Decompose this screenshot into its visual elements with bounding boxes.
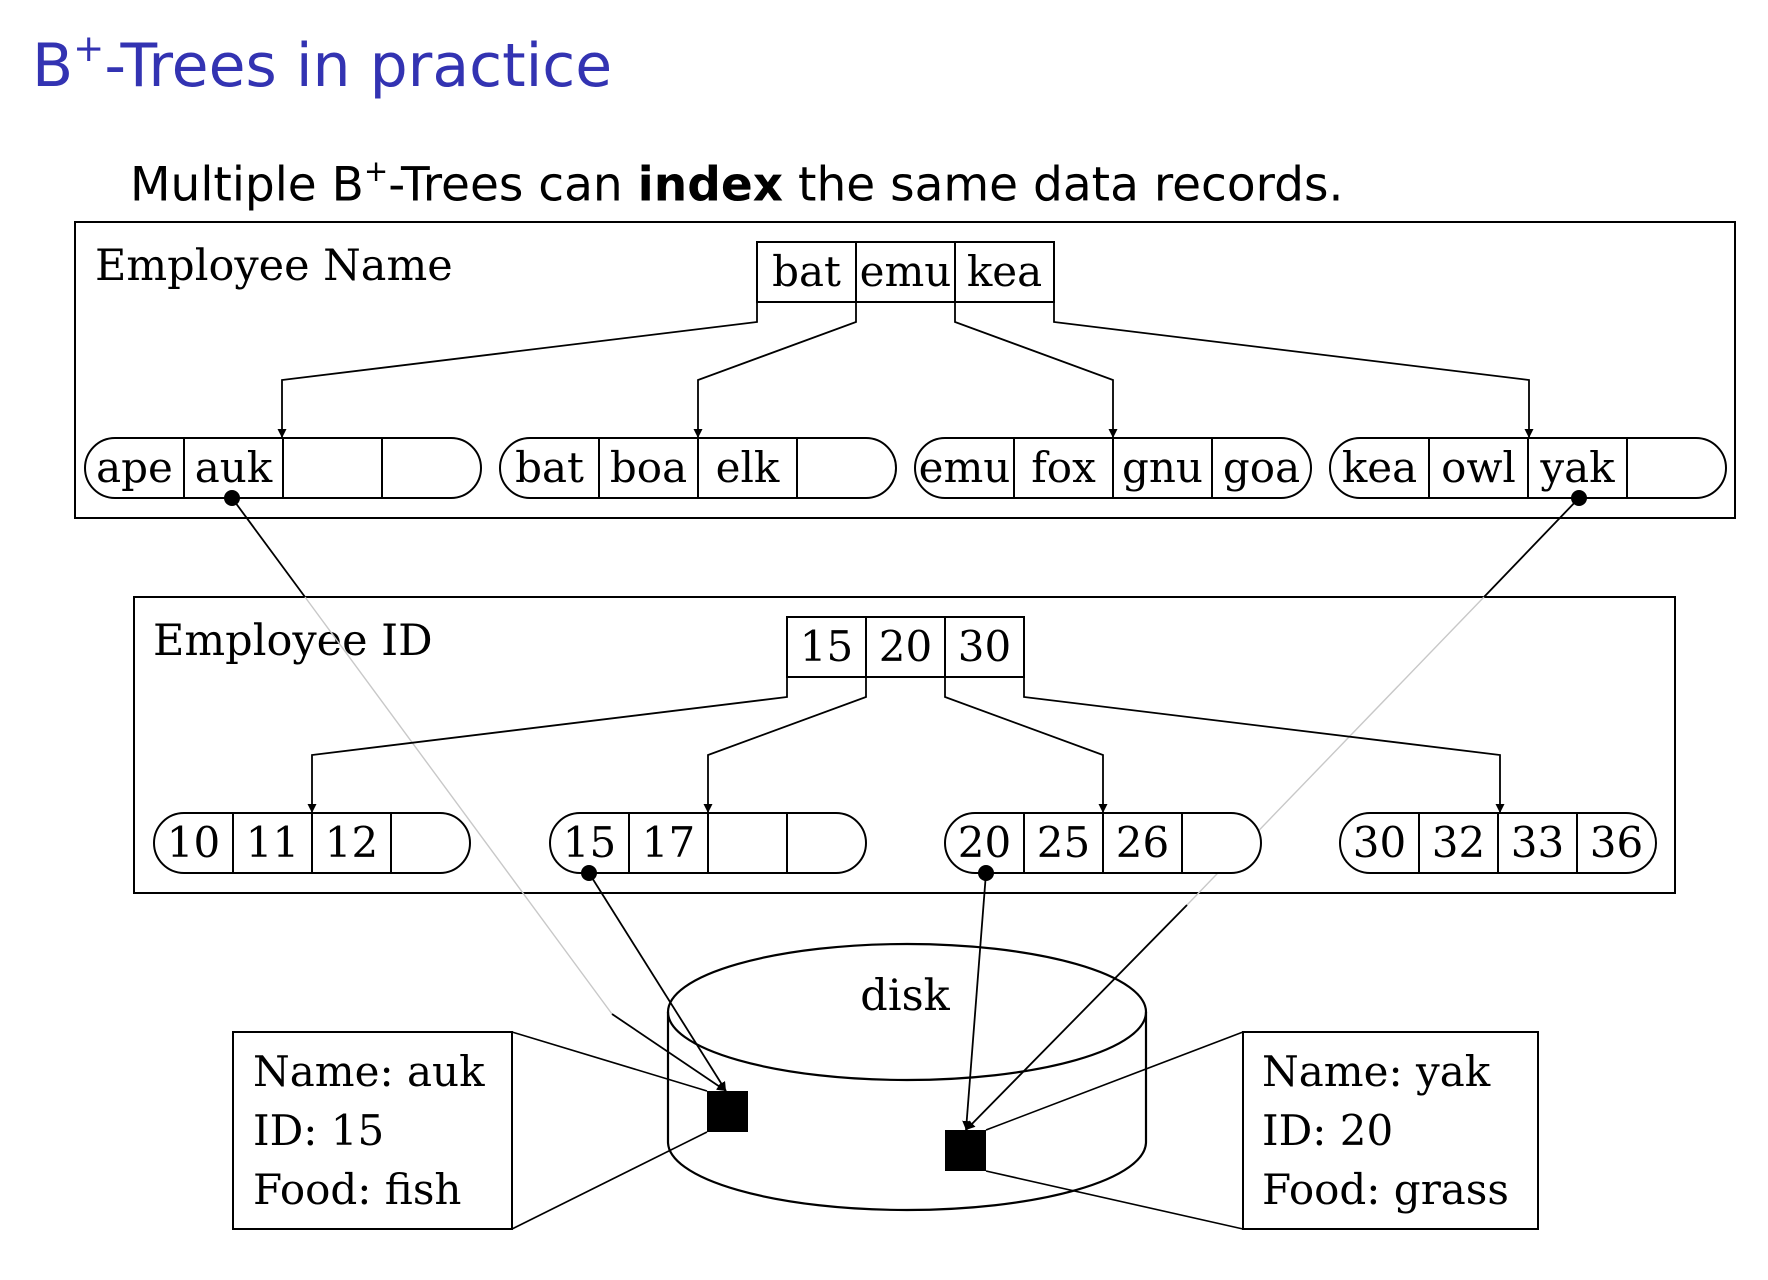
name-tree-child-pointer (954, 302, 1118, 438)
name-tree-leaf-key: boa (610, 443, 687, 492)
name-tree-leaf-key: kea (1342, 443, 1417, 492)
id-tree-leaf-key: 15 (563, 818, 616, 867)
pointer-origins (224, 490, 1587, 881)
pointer-yak-end (965, 904, 1188, 1131)
name-tree-root-node (756, 241, 1055, 303)
id-tree-leaf-key: 33 (1511, 818, 1564, 867)
pointer-id20 (962, 872, 987, 1131)
id-tree: 15 20 30 10 11 12 15 17 20 25 26 30 32 33 36 (153, 616, 1657, 874)
slide-subtitle: Multiple B+-Trees can index the same dat… (130, 157, 1343, 209)
id-tree-child-pointer (307, 677, 788, 813)
pointer-auk-light (304, 596, 613, 1015)
name-tree-child-pointer (693, 302, 857, 438)
pointer-dot-auk (224, 490, 240, 506)
title-suffix: -Trees in practice (104, 31, 613, 101)
pointer-yak-dark (1483, 497, 1580, 598)
id-tree-leaf-key: 26 (1116, 818, 1169, 867)
record-auk-food: Food: fish (253, 1165, 461, 1214)
id-tree-child-pointer (703, 677, 867, 813)
id-tree-leaf-key: 20 (958, 818, 1011, 867)
name-tree-leaf-key: fox (1031, 443, 1096, 492)
id-tree-leaf-key: 32 (1432, 818, 1485, 867)
pointer-auk-dark (231, 497, 306, 598)
name-tree-root-key: emu (860, 247, 952, 296)
name-tree-leaf-key: emu (919, 443, 1011, 492)
name-tree-leaf-key: owl (1441, 443, 1516, 492)
pointer-dot-id20 (978, 865, 994, 881)
id-tree-leaf-key: 12 (325, 818, 378, 867)
subtitle-bold: index (637, 157, 784, 213)
id-tree-leaf-key: 36 (1590, 818, 1643, 867)
id-tree-label: Employee ID (153, 616, 433, 666)
name-tree-panel (74, 221, 1736, 519)
pointer-dot-id15 (581, 865, 597, 881)
subtitle-pre: Multiple B (130, 157, 364, 213)
callout-line-auk-top (511, 1031, 708, 1092)
record-yak-food: Food: grass (1262, 1165, 1509, 1214)
id-tree-root-key: 20 (879, 622, 932, 671)
pointer-dot-yak (1571, 490, 1587, 506)
name-tree-label: Employee Name (95, 241, 453, 291)
id-tree-child-pointer (944, 677, 1108, 813)
disk-cylinder (666, 942, 1148, 1212)
name-tree-leaf-key: bat (515, 443, 584, 492)
id-tree-leaf-key: 30 (1353, 818, 1406, 867)
name-tree-leaf-key: elk (716, 443, 780, 492)
record-block-yak (945, 1130, 986, 1171)
record-callout-auk (232, 1031, 513, 1230)
callout-line-yak-top (985, 1031, 1244, 1131)
id-tree-panel (133, 596, 1676, 894)
id-tree-leaf-key: 17 (642, 818, 695, 867)
name-tree-leaf-key: gnu (1122, 443, 1203, 492)
id-tree-root-node (786, 616, 1025, 678)
name-tree-leaf-key: auk (195, 443, 273, 492)
subtitle-post: the same data records. (783, 157, 1344, 213)
name-tree-root-key: bat (772, 247, 841, 296)
title-superscript: + (73, 26, 105, 71)
record-yak-name: Name: yak (1262, 1047, 1491, 1096)
record-yak-id: ID: 20 (1262, 1106, 1393, 1155)
title-prefix: B (32, 31, 74, 101)
callout-line-auk-bottom (511, 1131, 708, 1230)
id-tree-root-key: 30 (958, 622, 1011, 671)
name-tree-leaf-key: goa (1223, 443, 1300, 492)
id-tree-child-pointer (1023, 677, 1505, 813)
name-tree-leaf-key: ape (96, 443, 173, 492)
record-callout-yak (1242, 1031, 1539, 1230)
id-tree-leaf-key: 10 (167, 818, 220, 867)
subtitle-mid: -Trees can (388, 157, 638, 213)
callout-line-yak-bottom (985, 1170, 1244, 1230)
name-tree-root-key: kea (967, 247, 1042, 296)
id-tree-root-key: 15 (800, 622, 853, 671)
record-auk-id: ID: 15 (253, 1106, 384, 1155)
id-tree-leaf-key: 25 (1037, 818, 1090, 867)
id-tree-leaf-key: 11 (246, 818, 299, 867)
subtitle-superscript: + (363, 154, 389, 189)
slide-title: B+-Trees in practice (32, 30, 612, 96)
disk-label: disk (860, 971, 950, 1021)
name-tree-child-pointer (277, 302, 758, 438)
record-auk-name: Name: auk (253, 1047, 485, 1096)
record-block-auk (707, 1091, 748, 1132)
name-tree-child-pointer (1053, 302, 1534, 438)
pointer-id15 (588, 872, 727, 1092)
pointer-auk-end (611, 1013, 727, 1092)
name-tree-leaf-key: yak (1539, 443, 1615, 492)
